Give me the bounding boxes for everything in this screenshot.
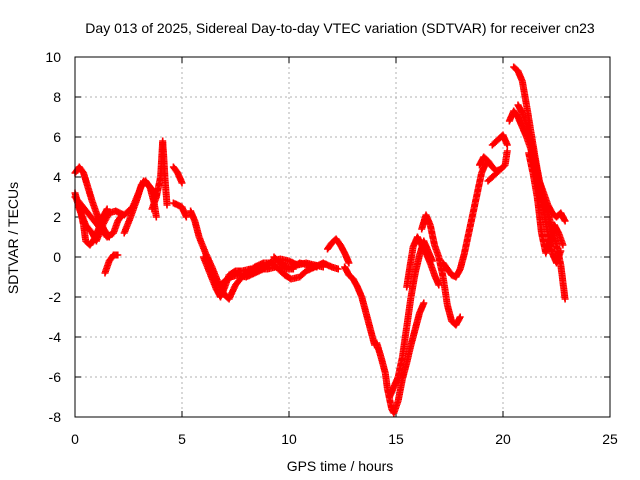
y-tick-label: 8: [53, 89, 61, 105]
data-point: [334, 265, 342, 273]
data-point: [561, 217, 569, 225]
y-tick-label: -6: [49, 369, 62, 385]
data-point: [559, 241, 567, 249]
data-points: [71, 63, 569, 417]
x-tick-label: 25: [602, 431, 618, 447]
x-axis-label: GPS time / hours: [287, 458, 394, 474]
data-point: [103, 205, 111, 213]
data-point: [313, 263, 321, 271]
data-point: [178, 179, 186, 187]
data-point: [345, 259, 353, 267]
y-tick-label: 6: [53, 129, 61, 145]
y-axis-label: SDTVAR / TECUs: [5, 182, 21, 294]
y-tick-labels: 10 8 6 4 2 0 -2 -4 -6 -8: [45, 49, 61, 425]
data-point: [117, 212, 125, 220]
data-point: [163, 201, 171, 209]
data-point: [456, 313, 464, 321]
data-point: [152, 213, 160, 221]
data-point: [503, 147, 511, 155]
grid-lines: [75, 57, 610, 417]
y-tick-label: 10: [45, 49, 61, 65]
y-tick-label: -2: [49, 289, 62, 305]
x-tick-label: 15: [388, 431, 404, 447]
x-tick-label: 10: [281, 431, 297, 447]
data-point: [503, 141, 511, 149]
chart-title: Day 013 of 2025, Sidereal Day-to-day VTE…: [85, 20, 595, 36]
x-tick-labels: 0 5 10 15 20 25: [71, 431, 618, 447]
y-tick-label: -8: [49, 409, 62, 425]
y-tick-label: 0: [53, 249, 61, 265]
y-tick-label: -4: [49, 329, 62, 345]
y-tick-label: 4: [53, 169, 61, 185]
data-point: [182, 213, 190, 221]
data-point: [561, 295, 569, 303]
data-point: [420, 299, 428, 307]
y-tick-label: 2: [53, 209, 61, 225]
data-point: [114, 251, 122, 259]
x-tick-label: 0: [71, 431, 79, 447]
data-point: [118, 211, 126, 219]
x-tick-label: 5: [178, 431, 186, 447]
x-tick-label: 20: [495, 431, 511, 447]
plot-frame: [74, 56, 611, 418]
